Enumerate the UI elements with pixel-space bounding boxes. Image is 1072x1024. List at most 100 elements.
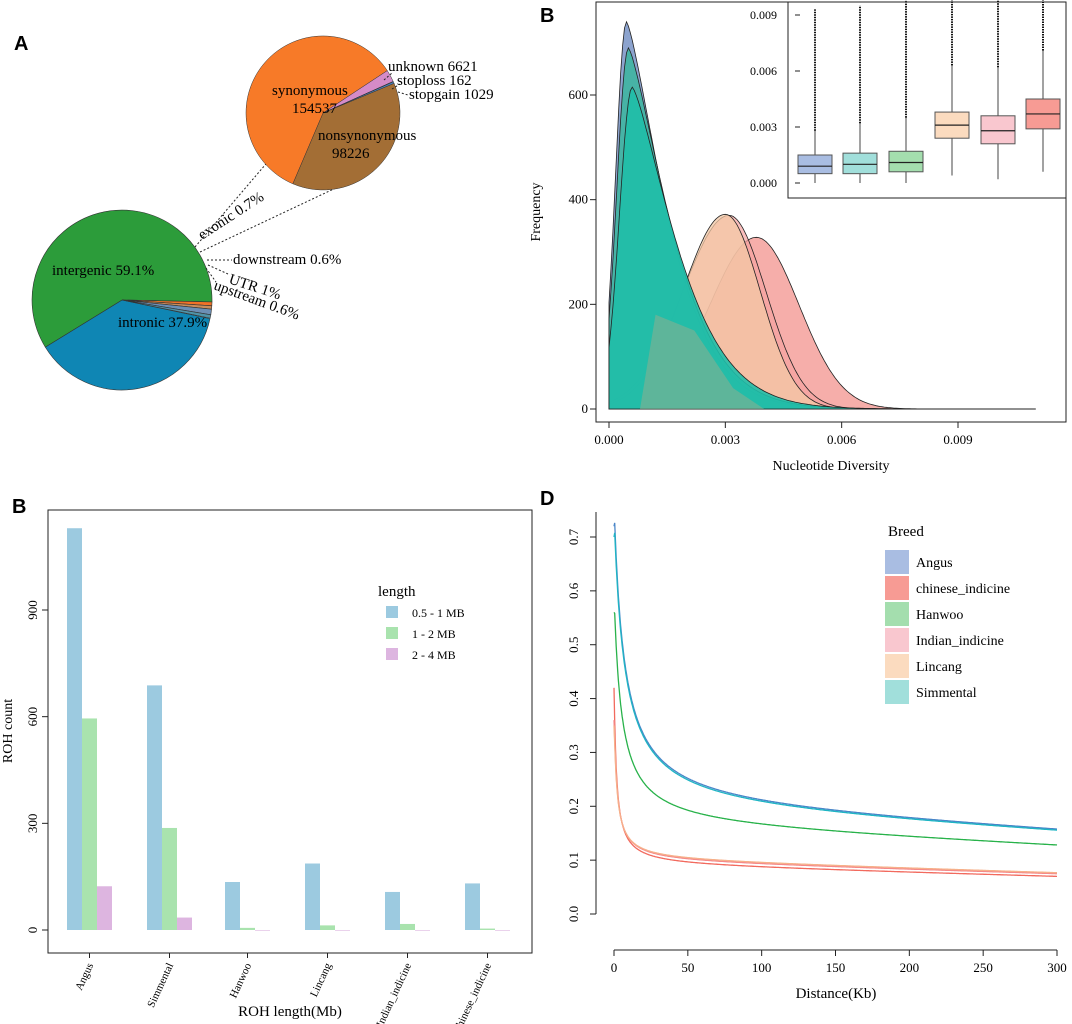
legend-title: length xyxy=(378,584,416,600)
legend-swatch xyxy=(386,648,398,660)
box-simmental xyxy=(842,152,878,175)
legend-label: Indian_indicine xyxy=(916,634,1004,649)
bar-chinese_indicine-1 xyxy=(480,928,495,930)
box-indian_indicine xyxy=(980,115,1016,145)
legend-label: Lincang xyxy=(916,660,962,675)
y-tick-label: 0.0 xyxy=(566,906,581,922)
y-tick-label: 0.2 xyxy=(566,798,581,814)
ld-line-angus xyxy=(613,522,1057,830)
y-axis-title: ROH count xyxy=(1,699,16,763)
pie-label-stoploss: stoploss 162 xyxy=(397,73,472,89)
bar-angus-0 xyxy=(67,528,82,930)
leader-line-unknown xyxy=(383,72,393,81)
x-tick-label: 300 xyxy=(1047,960,1067,975)
legend-swatch xyxy=(885,628,909,652)
bar-simmental-1 xyxy=(162,827,177,930)
y-tick-label: 0 xyxy=(582,401,589,416)
ld-line-indian_indicine xyxy=(613,720,1057,875)
x-tick-label: 250 xyxy=(973,960,993,975)
y-tick-label: 400 xyxy=(569,192,589,207)
x-tick-label: 200 xyxy=(900,960,920,975)
bar-panel: 0 300 600 900 ROH count ROH length(Mb) Angus Si… xyxy=(1,509,533,1024)
x-tick-label: 150 xyxy=(826,960,846,975)
legend-label: Simmental xyxy=(916,686,977,701)
pie-label-synonymous: synonymous xyxy=(272,83,348,99)
inset-y-tick-label: 0.006 xyxy=(750,64,777,78)
bar-chinese_indicine-0 xyxy=(465,883,480,930)
y-tick-label: 0.6 xyxy=(566,582,581,599)
bar-angus-2 xyxy=(97,886,112,930)
y-tick-label: 200 xyxy=(569,296,589,311)
panel-label-d: D xyxy=(540,488,554,510)
x-tick-label: 50 xyxy=(681,960,694,975)
x-tick-label: 100 xyxy=(752,960,772,975)
legend-swatch xyxy=(885,680,909,704)
pie-label-intronic: intronic 37.9% xyxy=(118,315,207,331)
inset-y-tick-label: 0.000 xyxy=(750,176,777,190)
legend-swatch xyxy=(885,550,909,574)
leader-line-stoploss xyxy=(391,83,401,90)
pie-slice-upstream xyxy=(121,299,212,319)
x-tick-label: 0.009 xyxy=(943,432,972,447)
y-tick-label: 600 xyxy=(25,707,40,727)
legend-title: Breed xyxy=(888,524,924,540)
density-panel: 0.000 0.003 0.006 0.009 0 200 400 600 Nucleotide… xyxy=(529,0,1067,474)
ld-line-simmental xyxy=(613,532,1057,831)
pie-label-downstream: downstream 0.6% xyxy=(233,252,341,268)
x-tick-label: 0.003 xyxy=(711,432,740,447)
pie-label-unknown: unknown 6621 xyxy=(388,59,478,75)
x-tick-label: Simmental xyxy=(145,961,176,1009)
bar-hanwoo-1 xyxy=(240,927,255,930)
bar-hanwoo-2 xyxy=(255,930,270,931)
legend-label: 0.5 - 1 MB xyxy=(412,606,465,620)
pie-label-nonsynonymous: nonsynonymous xyxy=(318,128,417,144)
y-tick-label: 300 xyxy=(25,814,40,834)
ld-line-lincang xyxy=(613,725,1057,874)
legend-label: Hanwoo xyxy=(916,608,963,623)
bar-simmental-2 xyxy=(177,917,192,930)
pie-slice-stoploss xyxy=(322,81,394,114)
panel-label-c: B xyxy=(12,496,26,518)
pie-slice-synonymous xyxy=(245,35,388,185)
bar-simmental-0 xyxy=(147,685,162,930)
inset-y-tick-label: 0.009 xyxy=(750,8,777,22)
line-panel: 0 50 100 150 200 250 300 0.0 0.1 0.2 0.3 0.4 0.5 0.6 0… xyxy=(566,512,1067,1002)
y-tick-label: 0.3 xyxy=(566,744,581,760)
bar-indian_indicine-0 xyxy=(385,891,400,930)
ld-line-hanwoo xyxy=(613,612,1058,846)
y-tick-label: 0.7 xyxy=(566,528,581,545)
y-tick-label: 0.4 xyxy=(566,690,581,707)
x-tick-label: Indian_indicine xyxy=(374,961,414,1024)
bar-lincang-1 xyxy=(320,925,335,930)
box-hanwoo xyxy=(888,150,924,173)
pie-value-nonsynonymous: 98226 xyxy=(332,146,370,162)
inset-frame xyxy=(787,1,1067,199)
legend-label: 1 - 2 MB xyxy=(412,627,456,641)
y-tick-label: 0.1 xyxy=(566,852,581,868)
x-axis-title: Nucleotide Diversity xyxy=(772,459,889,474)
panel-label-a: A xyxy=(14,33,28,55)
inset-y-tick-label: 0.003 xyxy=(750,120,777,134)
x-tick-label: Lincang xyxy=(308,961,334,999)
pie-label-intergenic: intergenic 59.1% xyxy=(52,263,154,279)
pie-slice-intronic xyxy=(44,299,211,391)
leader-line-stopgain xyxy=(397,91,409,96)
legend-label: chinese_indicine xyxy=(916,582,1010,597)
bar-plot-frame xyxy=(47,509,533,954)
bar-indian_indicine-1 xyxy=(400,923,415,930)
y-tick-label: 0.5 xyxy=(566,637,581,653)
x-tick-label: Angus xyxy=(73,961,96,992)
pie-label-exonic: exonic 0.7% xyxy=(195,189,267,243)
y-axis-title: Frequency xyxy=(529,182,544,241)
density-overlap xyxy=(640,314,765,409)
pie-label-stopgain: stopgain 1029 xyxy=(409,87,494,103)
pie-panel: intergenic 59.1% intronic 37.9% exonic 0.7… xyxy=(31,35,494,391)
x-tick-label: 0.006 xyxy=(827,432,857,447)
pie-value-synonymous: 154537 xyxy=(292,101,338,117)
legend-swatch xyxy=(885,576,909,600)
bar-chinese_indicine-2 xyxy=(495,930,510,931)
x-axis-title: Distance(Kb) xyxy=(796,986,877,1002)
legend-swatch xyxy=(386,627,398,639)
legend-label: Angus xyxy=(916,556,953,571)
x-tick-label: 0.000 xyxy=(594,432,623,447)
